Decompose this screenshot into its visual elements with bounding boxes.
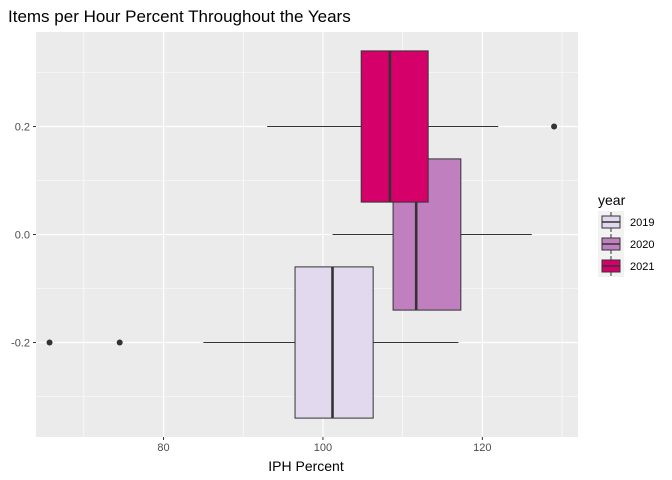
legend-title: year [598, 192, 626, 208]
y-axis-ticks: 0.2 0.0 -0.2 [11, 122, 36, 350]
x-tick-label: 80 [157, 442, 169, 454]
iqr-box-2021 [360, 50, 429, 203]
box-2019 [46, 266, 459, 419]
legend: year 2019 2020 2021 [598, 192, 654, 277]
box-2021 [267, 50, 558, 203]
legend-label-2019: 2019 [630, 217, 654, 229]
outlier-point-2021 [551, 123, 558, 130]
x-axis-ticks: 80 100 120 [157, 437, 492, 454]
outlier-point-2019 [46, 339, 53, 346]
x-tick-label: 120 [473, 442, 491, 454]
outlier-point-2019 [116, 339, 123, 346]
iqr-box-2019 [294, 266, 374, 419]
y-tick-label: -0.2 [11, 338, 30, 350]
y-tick-label: 0.2 [15, 122, 30, 134]
legend-label-2021: 2021 [630, 261, 654, 273]
y-tick-label: 0.0 [15, 230, 30, 242]
x-tick-label: 100 [314, 442, 332, 454]
chart-title: Items per Hour Percent Throughout the Ye… [8, 7, 351, 26]
boxplot-series [46, 50, 558, 419]
x-axis-title: IPH Percent [268, 458, 344, 474]
legend-label-2020: 2020 [630, 239, 654, 251]
